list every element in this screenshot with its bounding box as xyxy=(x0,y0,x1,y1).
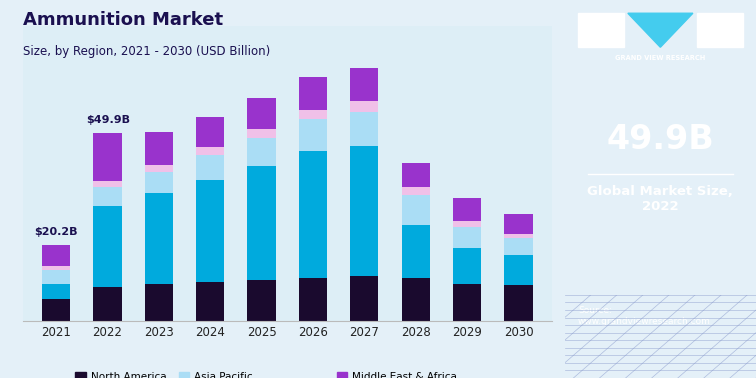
Bar xyxy=(504,238,533,255)
Text: Global Market Size,
2022: Global Market Size, 2022 xyxy=(587,185,733,213)
Bar xyxy=(247,280,276,321)
Bar xyxy=(93,287,122,321)
FancyBboxPatch shape xyxy=(578,13,624,47)
Bar xyxy=(350,101,379,112)
Bar xyxy=(42,284,70,299)
Bar xyxy=(299,278,327,321)
Bar xyxy=(401,163,430,187)
Bar xyxy=(350,146,379,276)
Bar xyxy=(93,133,122,181)
Bar xyxy=(144,165,173,172)
Bar xyxy=(42,266,70,270)
Text: $49.9B: $49.9B xyxy=(86,115,130,125)
Text: Source:
www.grandviewresearch.com: Source: www.grandviewresearch.com xyxy=(578,306,711,325)
Text: Size, by Region, 2021 - 2030 (USD Billion): Size, by Region, 2021 - 2030 (USD Billio… xyxy=(23,45,270,58)
Bar xyxy=(93,181,122,187)
Bar xyxy=(401,187,430,195)
Bar xyxy=(350,112,379,146)
Bar xyxy=(401,278,430,321)
Bar xyxy=(453,227,482,248)
Bar xyxy=(42,299,70,321)
Bar xyxy=(196,147,225,155)
Legend: North America, Europe, Asia Pacific, Central & South America, Middle East & Afri: North America, Europe, Asia Pacific, Cen… xyxy=(71,368,461,378)
Bar xyxy=(504,234,533,238)
Bar xyxy=(401,225,430,278)
Text: GRAND VIEW RESEARCH: GRAND VIEW RESEARCH xyxy=(615,55,705,61)
Text: Ammunition Market: Ammunition Market xyxy=(23,11,223,29)
Bar xyxy=(247,166,276,280)
Text: 49.9B: 49.9B xyxy=(606,123,714,156)
Bar xyxy=(504,214,533,234)
Bar xyxy=(42,270,70,284)
Bar xyxy=(504,285,533,321)
Bar xyxy=(350,68,379,101)
Bar xyxy=(144,284,173,321)
Bar xyxy=(299,110,327,119)
Bar xyxy=(401,195,430,225)
Bar xyxy=(144,172,173,193)
Bar xyxy=(93,206,122,287)
Bar xyxy=(196,282,225,321)
Bar xyxy=(196,155,225,180)
Bar xyxy=(247,98,276,129)
Bar xyxy=(196,117,225,147)
Bar xyxy=(453,284,482,321)
Bar xyxy=(453,198,482,221)
Bar xyxy=(144,193,173,284)
Bar xyxy=(350,276,379,321)
Bar xyxy=(299,77,327,110)
Text: $20.2B: $20.2B xyxy=(35,228,78,237)
Bar xyxy=(93,187,122,206)
Bar xyxy=(453,248,482,284)
Bar xyxy=(247,129,276,138)
Bar xyxy=(299,119,327,151)
Bar xyxy=(144,132,173,165)
Bar xyxy=(299,151,327,278)
Bar xyxy=(42,245,70,266)
Bar xyxy=(196,180,225,282)
Bar xyxy=(247,138,276,166)
Bar xyxy=(504,255,533,285)
Polygon shape xyxy=(627,13,693,47)
Bar xyxy=(453,221,482,227)
FancyBboxPatch shape xyxy=(697,13,742,47)
